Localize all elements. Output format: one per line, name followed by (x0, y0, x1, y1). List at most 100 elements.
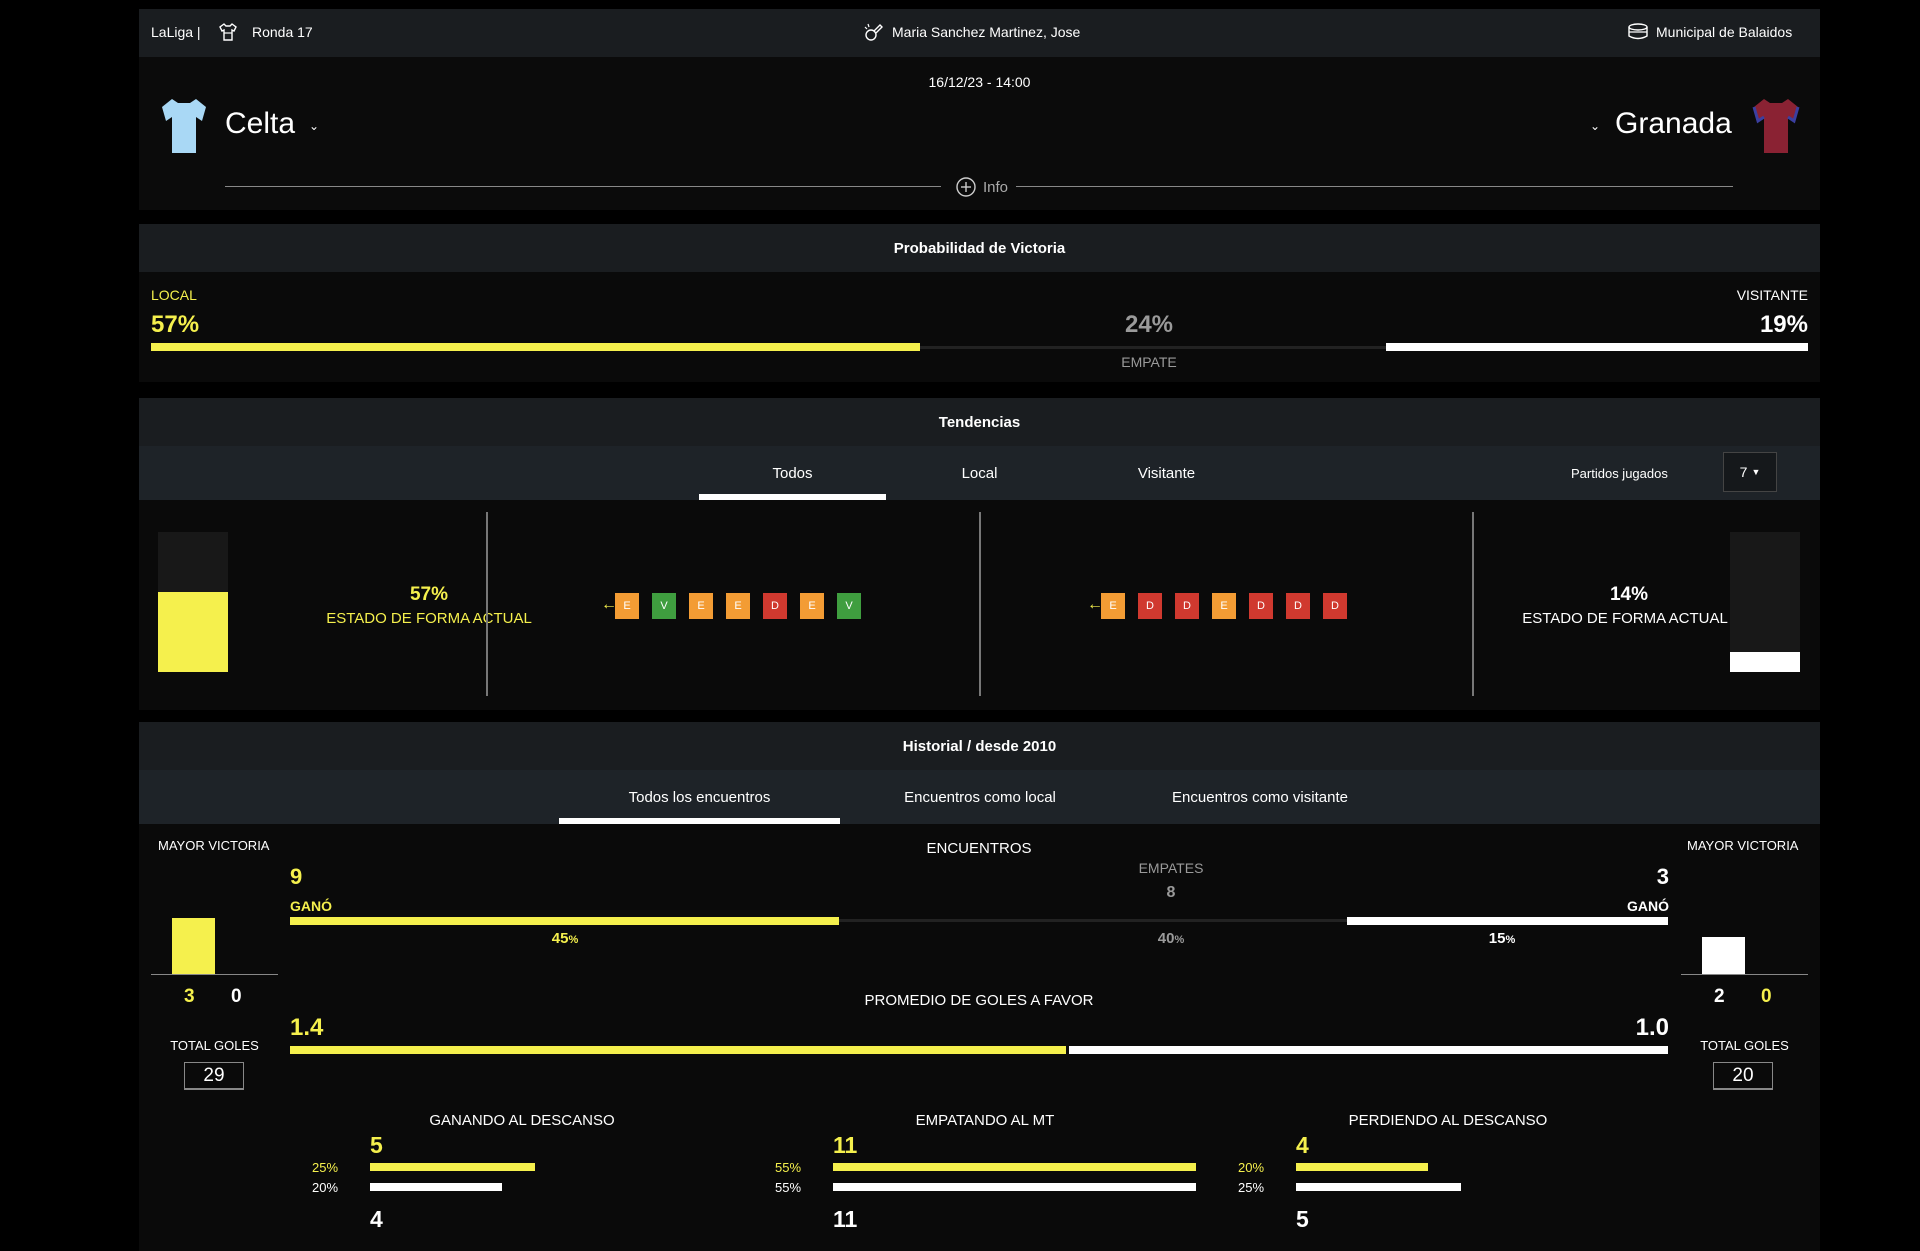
tab-label: Encuentros como visitante (1172, 788, 1348, 806)
away-biggest-win-home: 2 (1714, 986, 1725, 1007)
halftime-home-count: 5 (370, 1132, 383, 1158)
halftime-away-count: 5 (1296, 1206, 1309, 1232)
tab-local[interactable]: Local (886, 446, 1073, 500)
shirt-icon (217, 21, 239, 48)
away-biggest-win-baseline (1681, 974, 1808, 975)
halftime-home-count: 4 (1296, 1132, 1309, 1158)
divider-1 (486, 512, 488, 696)
active-tab-indicator (699, 494, 886, 500)
home-wins-count: 9 (290, 864, 303, 889)
tab-away-encounters[interactable]: Encuentros como visitante (1120, 770, 1400, 824)
home-biggest-win-baseline (151, 974, 278, 975)
home-avg-goals: 1.4 (290, 1014, 324, 1041)
pct-sign: % (568, 934, 579, 946)
form-result-badge: E (726, 593, 750, 619)
halftime-home-count: 11 (833, 1132, 858, 1158)
away-win-pct-label: 15% (1452, 930, 1552, 947)
stadium-icon (1627, 22, 1649, 47)
draws-count: 8 (1166, 884, 1176, 901)
caret-down-icon: ▼ (1751, 467, 1761, 477)
form-result-badge: V (837, 593, 861, 619)
tab-label: Todos (772, 464, 813, 482)
whistle-icon (863, 21, 883, 48)
away-biggest-win-label: MAYOR VICTORIA (1687, 838, 1799, 853)
info-button[interactable]: Info (983, 179, 1009, 196)
halftime-home-pct: 20% (1238, 1160, 1265, 1175)
divider-3 (1472, 512, 1474, 696)
away-avg-goals: 1.0 (1635, 1014, 1669, 1041)
match-header: LaLiga | Ronda 17 Maria Sanchez Martinez… (139, 9, 1820, 210)
halftime-away-bar (370, 1183, 502, 1191)
halftime-away-count: 4 (370, 1206, 383, 1232)
info-divider-left (225, 186, 941, 187)
away-biggest-win-bar (1702, 937, 1745, 974)
home-total-goals-label: TOTAL GOLES (170, 1038, 259, 1053)
halftime-home-bar (1296, 1163, 1428, 1171)
referee-name: Maria Sanchez Martinez, Jose (892, 24, 1081, 40)
halftime-home-pct: 55% (775, 1160, 802, 1175)
away-win-pct: 19% (1759, 311, 1808, 338)
halftime-away-pct: 25% (1238, 1180, 1265, 1195)
halftime-away-bar (833, 1183, 1196, 1191)
played-select[interactable]: 7 ▼ (1723, 452, 1777, 492)
history-section: Historial / desde 2010 Todos los encuent… (139, 722, 1820, 1251)
home-label: LOCAL (151, 287, 197, 303)
halftime-home-bar (370, 1163, 535, 1171)
away-form-gauge (1730, 532, 1800, 672)
tab-label: Local (961, 464, 998, 482)
away-form-pct: 14% (1609, 584, 1649, 605)
halftime-away-count: 11 (833, 1206, 858, 1232)
form-result-badge: D (763, 593, 787, 619)
away-win-pct-value: 15 (1488, 930, 1506, 947)
plus-circle-icon[interactable] (955, 176, 977, 203)
trends-tabbar: Todos Local Visitante Partidos jugados 7… (139, 446, 1820, 500)
home-team-chevron-down-icon[interactable]: ⌄ (309, 119, 320, 133)
home-form-pct: 57% (409, 584, 449, 605)
history-title: Historial / desde 2010 (139, 722, 1820, 770)
halftime-stats: GANANDO AL DESCANSO 5 25% 20% 4 EMPATANDO AL … (139, 1102, 1820, 1251)
home-win-pct-label: 45% (515, 930, 615, 947)
home-won-label: GANÓ (290, 898, 332, 914)
probability-track (151, 346, 1808, 349)
home-form-gauge (158, 532, 228, 672)
tab-visitante[interactable]: Visitante (1073, 446, 1260, 500)
win-probability-title: Probabilidad de Victoria (139, 224, 1820, 272)
league-label[interactable]: LaLiga | (151, 24, 201, 40)
away-won-label: GANÓ (1627, 898, 1669, 914)
tab-todos[interactable]: Todos (699, 446, 886, 500)
avg-goals-label: PROMEDIO DE GOLES A FAVOR (864, 992, 1094, 1009)
pct-sign: % (1505, 934, 1516, 946)
away-team-chevron-down-icon[interactable]: ⌄ (1590, 119, 1601, 133)
home-total-goals: 29 (203, 1064, 225, 1086)
home-total-goals-box: 29 (184, 1062, 244, 1090)
away-wins-bar (1347, 917, 1668, 925)
history-tabbar: Todos los encuentros Encuentros como loc… (139, 770, 1820, 824)
home-win-pct: 57% (151, 311, 200, 338)
home-form-fill (158, 592, 228, 672)
home-probability-bar (151, 343, 920, 351)
trends-title: Tendencias (139, 398, 1820, 446)
tab-all-encounters[interactable]: Todos los encuentros (559, 770, 840, 824)
match-datetime: 16/12/23 - 14:00 (928, 74, 1031, 90)
tab-label: Todos los encuentros (628, 788, 771, 806)
arrow-left-icon: ← (601, 596, 617, 613)
halftime-label: EMPATANDO AL MT (915, 1112, 1055, 1129)
halftime-block: PERDIENDO AL DESCANSO 4 20% 25% 5 (1238, 1102, 1658, 1251)
form-result-badge: E (1101, 593, 1125, 619)
trends-section: Tendencias Todos Local Visitante Partido… (139, 398, 1820, 710)
home-biggest-win-away: 0 (231, 986, 242, 1007)
away-team-name[interactable]: Granada (1615, 107, 1732, 140)
form-result-badge: V (652, 593, 676, 619)
encounters-track (290, 919, 1668, 922)
away-probability-bar (1386, 343, 1808, 351)
win-probability-section: Probabilidad de Victoria LOCAL 57% 24% E… (139, 224, 1820, 382)
away-label: VISITANTE (1736, 287, 1808, 303)
home-win-pct-value: 45 (551, 930, 569, 947)
form-result-badge: D (1286, 593, 1310, 619)
away-total-goals: 20 (1732, 1064, 1754, 1086)
home-team-name[interactable]: Celta (225, 107, 296, 140)
home-biggest-win-label: MAYOR VICTORIA (158, 838, 270, 853)
tab-home-encounters[interactable]: Encuentros como local (840, 770, 1120, 824)
match-info-bar: LaLiga | Ronda 17 Maria Sanchez Martinez… (139, 9, 1820, 57)
away-total-goals-box: 20 (1713, 1062, 1773, 1090)
